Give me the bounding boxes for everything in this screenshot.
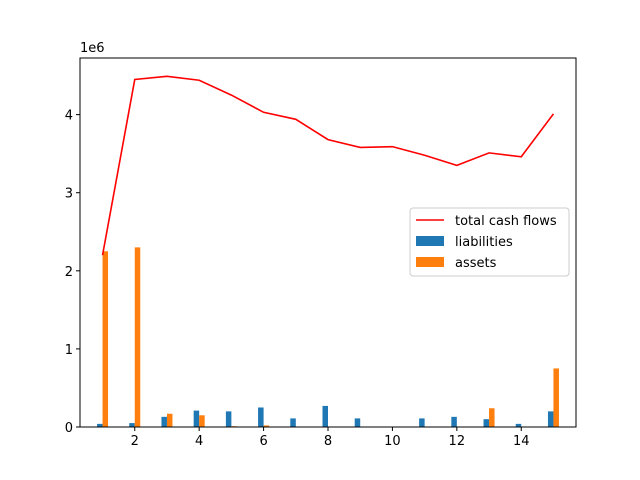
legend-label-total-cash-flows: total cash flows <box>455 214 557 229</box>
legend-swatch-liabilities <box>416 236 444 246</box>
bar-liabilities-6 <box>258 407 264 427</box>
y-tick-label-1: 1 <box>65 343 73 358</box>
y-tick-label-2: 2 <box>65 265 73 280</box>
bar-assets-3 <box>166 413 173 427</box>
legend-swatch-assets <box>416 257 444 267</box>
line-total-cash-flows <box>101 75 555 256</box>
bar-assets-4 <box>199 415 205 427</box>
x-tick-label-2: 2 <box>131 434 139 449</box>
x-tick-label-12: 12 <box>449 434 466 449</box>
bar-assets-6 <box>263 425 270 427</box>
x-axis: 2 4 6 8 10 12 14 <box>131 427 530 449</box>
bar-liabilities-13 <box>483 419 490 427</box>
bar-liabilities-15 <box>547 411 554 427</box>
bar-liabilities-8 <box>322 405 328 427</box>
y-axis: 0 1 2 3 4 <box>65 109 80 436</box>
x-tick-label-4: 4 <box>195 434 203 449</box>
bar-liabilities-9 <box>354 418 361 427</box>
x-tick-label-8: 8 <box>324 434 332 449</box>
x-tick-label-10: 10 <box>384 434 401 449</box>
bar-liabilities-2 <box>129 423 135 427</box>
bar-liabilities-1 <box>97 423 103 427</box>
bar-liabilities-4 <box>193 410 200 427</box>
bar-assets-2 <box>134 247 141 427</box>
bar-assets-15 <box>553 368 559 427</box>
bar-assets-1 <box>102 251 109 427</box>
bar-liabilities-14 <box>515 423 522 427</box>
bar-assets-13 <box>489 408 495 427</box>
legend-label-liabilities: liabilities <box>455 235 513 250</box>
y-tick-label-0: 0 <box>65 421 73 436</box>
legend-box <box>409 207 570 277</box>
x-tick-label-6: 6 <box>259 434 267 449</box>
bar-liabilities-12 <box>451 416 457 427</box>
bar-liabilities-7 <box>290 418 296 427</box>
bar-liabilities-11 <box>419 418 425 427</box>
plot-area <box>97 75 559 427</box>
legend: total cash flows liabilities assets <box>409 207 570 277</box>
legend-label-assets: assets <box>455 256 497 271</box>
y-tick-label-3: 3 <box>65 187 73 202</box>
y-tick-label-4: 4 <box>65 109 73 124</box>
y-offset-label: 1e6 <box>80 41 105 56</box>
x-tick-label-14: 14 <box>513 434 530 449</box>
bar-liabilities-5 <box>225 411 232 427</box>
bar-liabilities-3 <box>161 416 167 427</box>
